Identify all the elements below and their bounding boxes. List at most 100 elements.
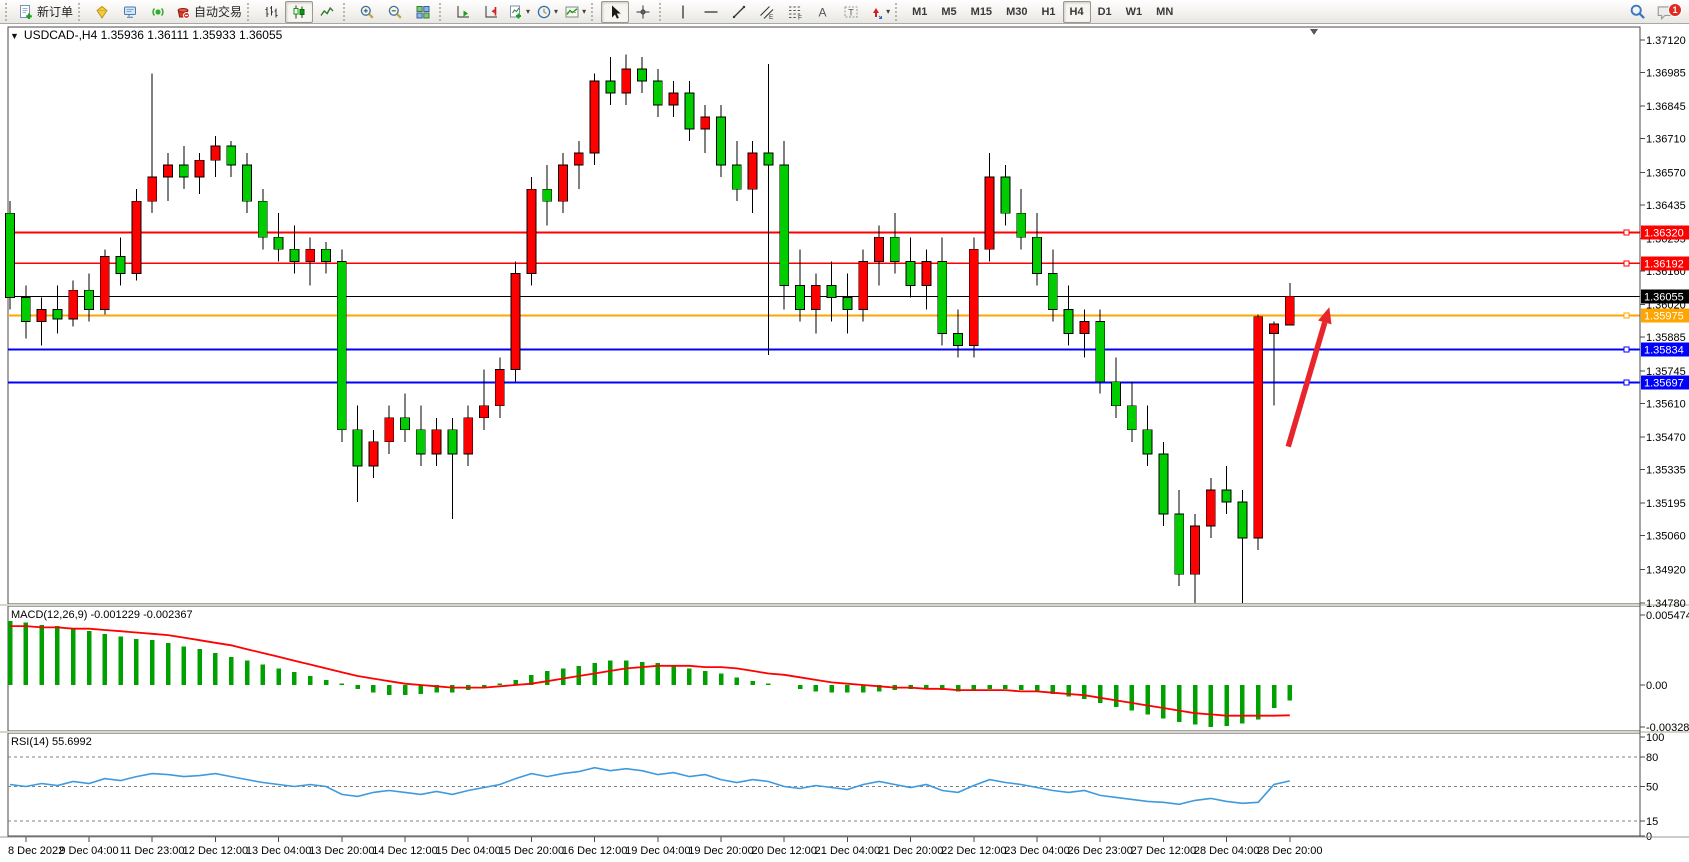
candle-body <box>305 248 316 262</box>
candle-body <box>1284 295 1295 326</box>
price-chart-canvas[interactable]: 1.37120 1.36985 1.36845 1.36710 1.36570 1.364… <box>0 24 1689 862</box>
rsi-tick-label: 50 <box>1646 782 1658 794</box>
candle-body <box>826 285 837 298</box>
candle-body <box>400 417 410 431</box>
toolbar-grip[interactable] <box>895 2 902 21</box>
text-button[interactable]: A <box>809 1 837 23</box>
candle-body <box>573 152 584 166</box>
timeframe-button-M15[interactable]: M15 <box>970 5 993 18</box>
hline-price-badge <box>1641 225 1689 240</box>
toolbar-grip[interactable] <box>439 2 446 21</box>
price-tick-label: 1.35060 <box>1646 531 1686 543</box>
toolbar-grip[interactable] <box>659 2 666 21</box>
candle-body <box>1205 489 1216 527</box>
candle-body <box>1063 309 1074 334</box>
crosshair-button[interactable] <box>629 1 657 23</box>
svg-text:T: T <box>848 7 854 17</box>
fibonacci-button[interactable]: F <box>781 1 809 23</box>
signals-button[interactable] <box>144 1 172 23</box>
line-chart-icon <box>319 4 335 20</box>
dropdown-caret-icon: ▾ <box>526 7 531 16</box>
search-icon <box>1629 3 1646 20</box>
indicators-button[interactable]: ▾ <box>561 1 589 23</box>
candle-body <box>52 309 63 320</box>
line-end-handle <box>1623 260 1630 267</box>
candle-body <box>1016 212 1027 238</box>
toolbar-grip[interactable] <box>247 2 254 21</box>
cursor-button[interactable] <box>601 0 630 23</box>
bid-price-badge <box>1641 289 1689 304</box>
candle-body <box>842 297 853 310</box>
candle-body <box>163 164 173 178</box>
line-chart-button[interactable] <box>313 1 341 23</box>
autotrading-button[interactable]: 自动交易 <box>172 1 245 23</box>
price-tick-label: 1.36985 <box>1646 67 1686 79</box>
annotation-arrow-shaft <box>1285 321 1328 448</box>
candle-body <box>1126 405 1137 431</box>
zoom-in-button[interactable] <box>353 1 381 23</box>
candle-body <box>1190 525 1200 575</box>
terminal-button[interactable] <box>116 1 144 23</box>
text-label-button[interactable]: T <box>837 1 865 23</box>
market-watch-button[interactable] <box>88 1 116 23</box>
timeframe-button-M30[interactable]: M30 <box>1006 5 1028 18</box>
candle-body <box>336 260 347 431</box>
candle-body <box>700 116 711 130</box>
search-button[interactable] <box>1623 1 1651 23</box>
hline-price-badge <box>1641 342 1689 357</box>
rsi-tick-label: 80 <box>1646 752 1658 764</box>
chart-title: ▼ USDCAD-,H4 1.35936 1.36111 1.35933 1.36… <box>10 28 282 42</box>
cursor-icon <box>607 4 623 20</box>
time-tick-label: 15 Dec 04:00 <box>435 845 500 857</box>
auto-scroll-button[interactable] <box>449 1 477 23</box>
candle-body <box>1095 321 1106 383</box>
timeframe-button-MN[interactable]: MN <box>1156 5 1174 18</box>
new-order-button[interactable]: 新订单 <box>15 1 76 23</box>
zoom-out-button[interactable] <box>381 1 409 23</box>
toolbar-grip[interactable] <box>591 2 598 21</box>
candle-body <box>889 236 900 262</box>
candle-body <box>352 429 363 467</box>
macd-indicator-label: MACD(12,26,9) -0.001229 -0.002367 <box>11 609 193 621</box>
macd-tick-label: 0.00 <box>1646 680 1667 692</box>
candle-body <box>795 285 805 310</box>
timeframe-button-W1[interactable]: W1 <box>1125 5 1143 18</box>
new-order-label: 新订单 <box>37 5 74 19</box>
panel-splitter <box>0 604 1689 606</box>
trendline-button[interactable] <box>725 1 753 23</box>
notifications-button[interactable]: 1 <box>1651 1 1682 23</box>
arrows-button[interactable]: ▾ <box>865 1 893 23</box>
toolbar-grip[interactable] <box>343 2 350 21</box>
panel-splitter <box>0 731 1689 733</box>
chart-shift-button[interactable] <box>477 1 505 23</box>
timeframe-button-D1[interactable]: D1 <box>1097 5 1112 18</box>
candle-body <box>510 272 521 371</box>
bar-chart-button[interactable] <box>257 1 285 23</box>
price-tick-label: 1.35335 <box>1646 464 1686 476</box>
toolbar-grip[interactable] <box>5 2 12 21</box>
timeframe-button-H1[interactable]: H1 <box>1041 5 1056 18</box>
time-tick-label: 27 Dec 12:00 <box>1131 845 1196 857</box>
terminal-icon <box>122 4 138 20</box>
time-tick-label: 21 Dec 20:00 <box>878 845 943 857</box>
periods-button[interactable]: ▾ <box>533 1 561 23</box>
new-chart-button[interactable]: ▾ <box>505 1 533 23</box>
toolbar-grip[interactable] <box>78 2 85 21</box>
text-icon: A <box>815 4 831 20</box>
timeframe-button-M1[interactable]: M1 <box>912 5 928 18</box>
timeframe-button-H4[interactable]: H4 <box>1062 0 1091 23</box>
candlestick-chart-button[interactable] <box>285 0 314 23</box>
line-end-handle <box>1623 346 1630 353</box>
candle-body <box>1221 489 1232 503</box>
tile-windows-button[interactable] <box>409 1 437 23</box>
candle-body <box>905 260 916 286</box>
chart-shift-icon <box>483 4 499 20</box>
candle-body <box>637 68 647 82</box>
collapse-triangle-icon[interactable]: ▼ <box>10 31 19 41</box>
candle-body <box>1111 381 1121 407</box>
horizontal-line-button[interactable] <box>697 1 725 23</box>
equidistant-channel-button[interactable]: E <box>753 1 781 23</box>
price-tick-label: 1.34920 <box>1646 564 1686 576</box>
vertical-line-button[interactable] <box>669 1 697 23</box>
timeframe-button-M5[interactable]: M5 <box>941 5 957 18</box>
